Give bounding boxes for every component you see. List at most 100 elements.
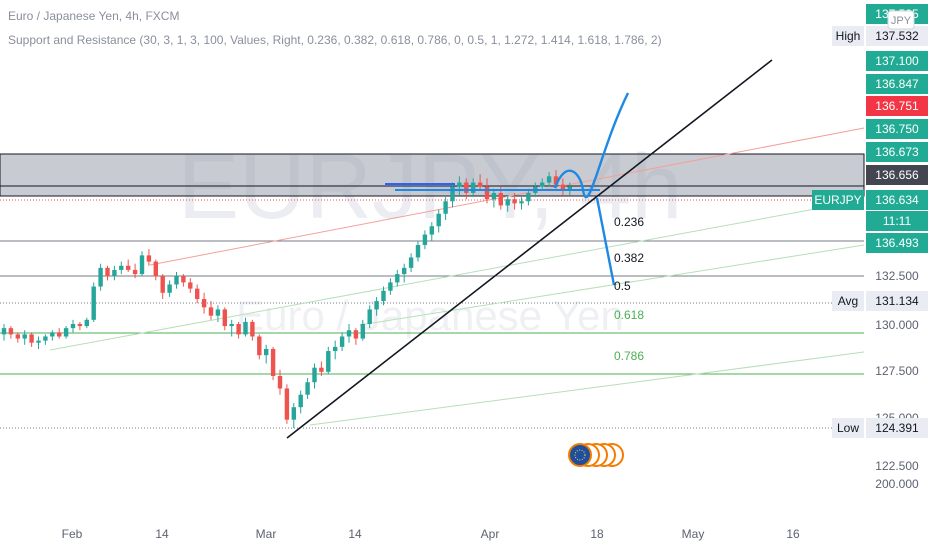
- candle-body: [222, 309, 227, 327]
- candle-body: [188, 282, 193, 289]
- candle-body: [422, 234, 428, 245]
- candle-body: [36, 340, 41, 343]
- price-axis[interactable]: 137.535137.532High137.100136.847136.7511…: [812, 4, 928, 491]
- candle-body: [153, 261, 158, 277]
- candle-body: [98, 267, 103, 287]
- candle-body: [270, 348, 276, 376]
- candle-body: [353, 330, 359, 339]
- candle-body: [236, 324, 241, 335]
- candle-body: [43, 336, 48, 341]
- price-scale-value: 136.751: [875, 99, 919, 113]
- candle-body: [491, 192, 497, 200]
- candle-body: [84, 319, 89, 327]
- price-tag: [866, 96, 928, 116]
- currency-badge[interactable]: [887, 10, 915, 30]
- candle-body: [567, 186, 572, 191]
- candle-body: [415, 244, 421, 258]
- candle-body: [312, 367, 317, 383]
- price-side-tag: [832, 418, 864, 438]
- price-tag: [866, 233, 928, 253]
- currency-badge-label: JPY: [891, 15, 912, 27]
- candle-body: [498, 192, 503, 206]
- price-scale-value: 131.134: [875, 294, 919, 308]
- candle-body: [119, 265, 124, 270]
- candle-body: [471, 182, 476, 193]
- symbol-title[interactable]: Euro / Japanese Yen, 4h, FXCM: [8, 9, 180, 23]
- candle-body: [181, 276, 186, 283]
- candle-body: [298, 394, 303, 408]
- candle-body: [208, 307, 214, 316]
- indicator-legend[interactable]: Support and Resistance (30, 3, 1, 3, 100…: [8, 33, 662, 47]
- candlestick-series: [1, 170, 572, 428]
- candle-body: [519, 201, 524, 204]
- candle-body: [443, 201, 448, 214]
- trendline[interactable]: [286, 59, 773, 439]
- time-tick-label: 14: [348, 527, 362, 541]
- price-scale-value: 122.500: [875, 459, 919, 473]
- channel-mid-line: [49, 199, 865, 351]
- candle-body: [250, 321, 255, 337]
- fib-label: 0.236: [614, 215, 644, 229]
- price-tag: [866, 74, 928, 94]
- candle-body: [457, 182, 462, 187]
- price-scale-value: 136.634: [875, 193, 919, 207]
- candle-body: [388, 282, 393, 291]
- time-tick-label: Mar: [256, 527, 277, 541]
- candle-body: [15, 334, 20, 339]
- price-tag: [866, 190, 928, 210]
- time-tick-label: 18: [590, 527, 604, 541]
- candle-body: [326, 351, 331, 372]
- candle-body: [305, 382, 310, 395]
- candle-body: [146, 255, 152, 262]
- candle-body: [284, 388, 290, 420]
- price-tag: [866, 119, 928, 139]
- price-scale-value: 137.532: [875, 29, 919, 43]
- watermark-name: Euro / Japanese Yen: [236, 292, 624, 339]
- candle-body: [126, 265, 131, 270]
- price-scale-value: 200.000: [875, 477, 919, 491]
- time-tick-label: 16: [786, 527, 800, 541]
- candle-body: [201, 299, 207, 308]
- time-axis[interactable]: Feb 14 Mar 14 Apr 18 May 16: [62, 527, 800, 541]
- blue-projection-path[interactable]: [553, 92, 630, 199]
- price-scale-value: 124.391: [875, 421, 919, 435]
- candle-body: [367, 309, 372, 324]
- candle-body: [1, 328, 7, 335]
- candle-body: [408, 257, 414, 268]
- candle-body: [77, 324, 83, 327]
- candle-body: [22, 334, 27, 339]
- candle-body: [257, 336, 262, 356]
- events-icon[interactable]: [568, 443, 624, 467]
- time-tick-label: Feb: [62, 527, 83, 541]
- time-tick-label: Apr: [481, 527, 500, 541]
- candle-body: [215, 309, 221, 316]
- fib-label: 0.786: [614, 349, 644, 363]
- fib-label: 0.382: [614, 251, 644, 265]
- fib-label: 0.5: [614, 279, 631, 293]
- price-scale-value: 136.847: [875, 77, 919, 91]
- candle-body: [139, 255, 145, 275]
- price-scale-value: 136.673: [875, 145, 919, 159]
- candle-body: [402, 267, 407, 275]
- fib-label: 0.618: [614, 308, 644, 322]
- blue-drop-path[interactable]: [595, 197, 616, 286]
- price-scale-value: 130.000: [875, 318, 919, 332]
- price-tag: [866, 211, 928, 231]
- candle-body: [374, 301, 379, 310]
- candle-body: [291, 407, 296, 420]
- candle-body: [160, 276, 165, 293]
- channel-lower-line: [309, 351, 865, 426]
- candle-body: [63, 328, 69, 337]
- candle-body: [8, 328, 14, 335]
- candle-body: [277, 376, 283, 389]
- candle-body: [243, 321, 248, 335]
- channel-upper-line: [149, 127, 865, 266]
- candle-body: [319, 367, 324, 372]
- price-tag: [866, 51, 928, 71]
- candle-body: [91, 286, 96, 320]
- price-scale-value: 11:11: [883, 214, 912, 228]
- price-side-label: Low: [837, 421, 859, 435]
- price-scale-value: 132.500: [875, 269, 919, 283]
- candle-body: [264, 348, 269, 356]
